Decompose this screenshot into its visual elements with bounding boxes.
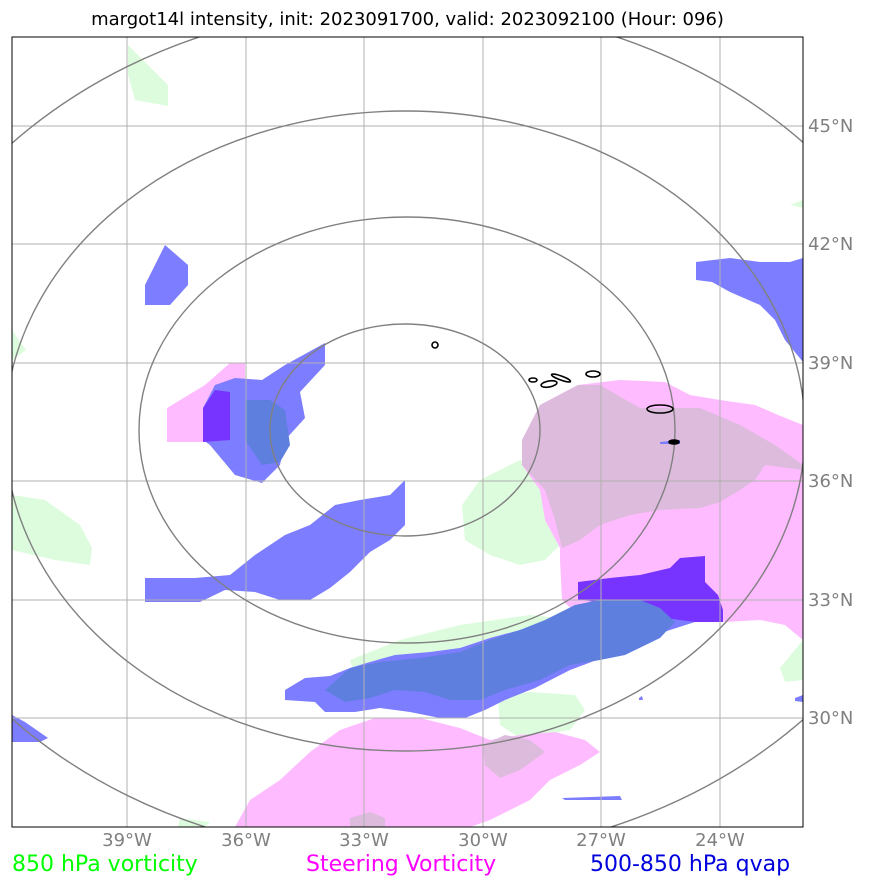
qvap-steering-overlap-fill [203,390,723,622]
legend-qvap: 500-850 hPa qvap [590,852,791,877]
lat-tick-label: 39°N [808,353,853,374]
map-title: margot14l intensity, init: 2023091700, v… [91,9,724,30]
intensity-contours [431,341,680,445]
lon-tick-label: 24°W [695,830,745,851]
map-frame [11,36,804,828]
overlap-fill [350,385,803,827]
lat-tick-label: 33°N [808,590,853,611]
range-rings [12,37,803,827]
lat-tick-label: 36°N [808,471,853,492]
latitude-tick-labels: 45°N 42°N 39°N 36°N 33°N 30°N [808,116,853,729]
lon-tick-label: 27°W [576,830,626,851]
lon-tick-label: 36°W [221,830,271,851]
lat-tick-label: 45°N [808,116,853,137]
graticule [12,37,803,827]
lat-tick-label: 42°N [808,234,853,255]
lon-tick-label: 39°W [102,830,152,851]
qvap-vorticity-overlap-fill [245,400,675,702]
legend-steering-vorticity: Steering Vorticity [306,852,497,877]
lat-tick-label: 30°N [808,708,853,729]
lon-tick-label: 30°W [458,830,508,851]
longitude-tick-labels: 39°W 36°W 33°W 30°W 27°W 24°W [102,830,745,851]
lon-tick-label: 33°W [339,830,389,851]
legend-850-vorticity: 850 hPa vorticity [12,852,198,877]
